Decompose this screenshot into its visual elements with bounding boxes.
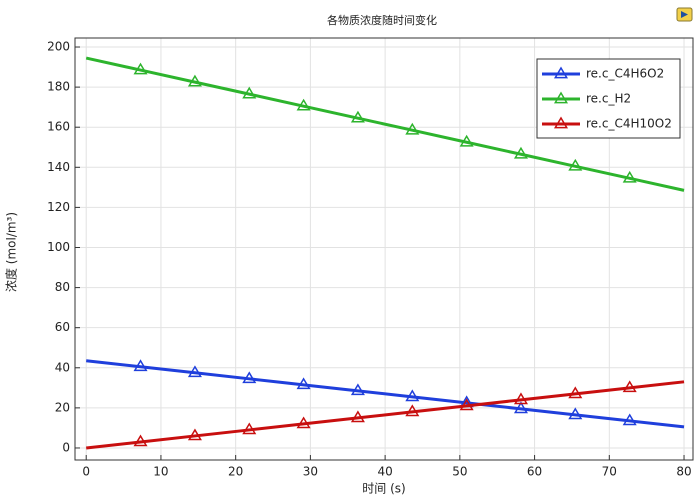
- data-marker: [622, 170, 637, 183]
- legend-label: re.c_C4H6O2: [586, 67, 664, 81]
- data-line: [86, 359, 685, 429]
- data-marker: [187, 74, 202, 87]
- x-tick-label: 10: [153, 465, 168, 479]
- legend-label: re.c_H2: [586, 92, 631, 106]
- legend-label: re.c_C4H10O2: [586, 117, 672, 131]
- data-marker: [133, 359, 148, 372]
- data-line: [86, 380, 685, 450]
- x-tick-label: 0: [82, 465, 90, 479]
- data-marker: [568, 158, 583, 171]
- chart-title: 各物质浓度随时间变化: [327, 13, 437, 27]
- data-marker: [296, 377, 311, 390]
- y-tick-label: 100: [47, 240, 70, 254]
- y-tick-label: 160: [47, 120, 70, 134]
- data-line: [85, 56, 685, 192]
- data-marker: [405, 122, 420, 135]
- data-marker: [133, 434, 148, 447]
- legend-marker: [553, 91, 569, 104]
- data-marker: [187, 365, 202, 378]
- data-marker: [513, 392, 528, 405]
- data-marker: [568, 407, 583, 420]
- data-marker: [296, 98, 311, 111]
- y-tick-label: 200: [47, 40, 70, 54]
- x-tick-label: 80: [676, 465, 691, 479]
- toolbar-icon[interactable]: [676, 7, 693, 22]
- data-marker: [133, 62, 148, 75]
- plot-frame: [74, 37, 694, 461]
- y-tick-label: 120: [47, 200, 70, 214]
- data-marker: [513, 401, 528, 414]
- x-tick-label: 50: [452, 465, 467, 479]
- y-axis-label: 浓度 (mol/m³): [4, 212, 19, 292]
- y-tick-label: 40: [55, 360, 70, 374]
- x-tick-label: 20: [228, 465, 243, 479]
- data-marker: [405, 389, 420, 402]
- x-axis-label: 时间 (s): [362, 482, 405, 496]
- data-marker: [568, 386, 583, 399]
- data-marker: [513, 146, 528, 159]
- y-tick-label: 0: [62, 440, 70, 454]
- y-tick-label: 60: [55, 320, 70, 334]
- y-tick-label: 80: [55, 280, 70, 294]
- x-tick-label: 30: [303, 465, 318, 479]
- data-marker: [242, 86, 257, 99]
- data-marker: [242, 422, 257, 435]
- y-tick-label: 180: [47, 80, 70, 94]
- data-marker: [187, 428, 202, 441]
- data-marker: [242, 371, 257, 384]
- x-tick-label: 40: [377, 465, 392, 479]
- data-marker: [350, 110, 365, 123]
- data-marker: [622, 380, 637, 393]
- data-marker: [459, 134, 474, 147]
- data-marker: [459, 398, 474, 411]
- data-marker: [350, 383, 365, 396]
- x-tick-label: 60: [527, 465, 542, 479]
- data-marker: [350, 410, 365, 423]
- y-tick-label: 140: [47, 160, 70, 174]
- data-marker: [296, 416, 311, 429]
- legend-marker: [553, 116, 569, 129]
- x-tick-label: 70: [602, 465, 617, 479]
- data-marker: [622, 413, 637, 426]
- legend-marker: [553, 66, 569, 79]
- y-tick-label: 20: [55, 400, 70, 414]
- data-marker: [405, 404, 420, 417]
